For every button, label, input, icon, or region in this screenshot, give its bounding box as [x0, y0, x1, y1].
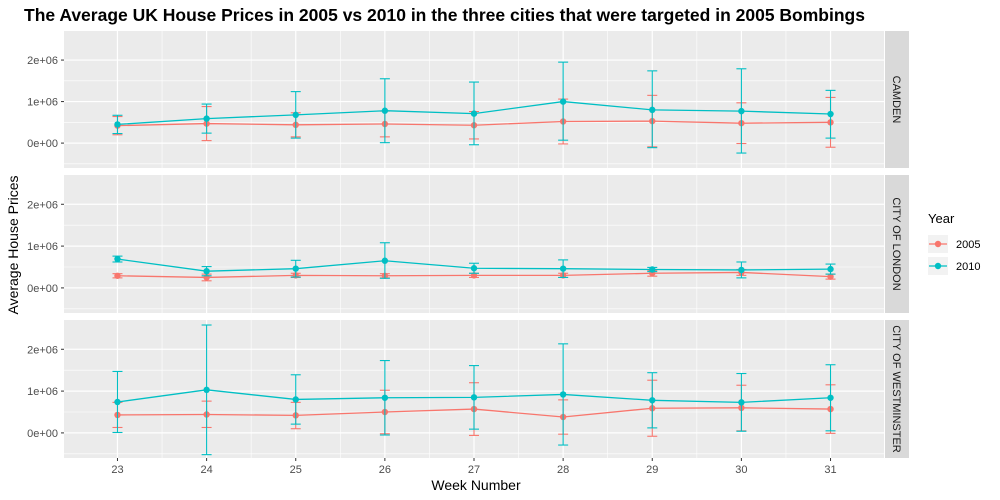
- chart-title: The Average UK House Prices in 2005 vs 2…: [24, 5, 865, 25]
- data-point: [292, 111, 299, 119]
- data-point: [827, 110, 834, 118]
- y-tick-label: 0e+00: [27, 428, 58, 440]
- data-point: [649, 106, 656, 114]
- facet-strip: [885, 175, 909, 313]
- facet-strip-label: CITY OF LONDON: [890, 197, 902, 290]
- legend-key-point: [934, 262, 942, 270]
- x-tick-label: 26: [379, 464, 391, 476]
- panels-layer: 0e+00 1e+06 2e+06 CAMDEN 0e+00 1e+06 2e+06 CITY…: [27, 31, 909, 476]
- facet-panel-1: 0e+00 1e+06 2e+06 CAMDEN: [27, 31, 909, 168]
- data-point: [827, 265, 834, 273]
- data-point: [381, 394, 389, 401]
- facet-strip: [885, 31, 909, 168]
- legend: Year 2005 2010: [928, 211, 980, 275]
- series-2010: [112, 242, 836, 279]
- data-point: [738, 266, 745, 274]
- x-tick-label: 28: [557, 464, 569, 476]
- legend-key-point: [934, 240, 942, 248]
- data-point: [114, 272, 121, 279]
- x-tick-label: 23: [111, 464, 123, 476]
- y-tick-label: 0e+00: [27, 283, 58, 295]
- y-tick-label: 0e+00: [27, 138, 58, 150]
- data-point: [292, 396, 299, 403]
- data-point: [827, 394, 834, 401]
- data-point: [114, 398, 121, 406]
- x-tick-label: 25: [290, 464, 302, 476]
- x-tick-label: 27: [468, 464, 480, 476]
- x-tick-label: 29: [646, 464, 658, 476]
- x-tick-label: 31: [824, 464, 836, 476]
- y-axis-title: Average House Prices: [5, 175, 21, 314]
- legend-label: 2005: [956, 239, 980, 251]
- y-tick-label: 1e+06: [27, 97, 58, 109]
- x-axis: 23 24 25 26 27 28 29 30 31: [111, 458, 837, 476]
- data-point: [381, 257, 389, 264]
- data-point: [203, 267, 210, 275]
- data-point: [292, 265, 299, 272]
- data-point: [470, 265, 478, 272]
- series-2010: [112, 324, 836, 456]
- facet-panel-2: 0e+00 1e+06 2e+06 CITY OF LONDON: [27, 175, 909, 313]
- facet-strip-label: CITY OF WESTMINSTER: [890, 325, 902, 453]
- y-tick-label: 1e+06: [27, 241, 58, 253]
- data-point: [114, 121, 121, 128]
- legend-item-2005: 2005: [928, 235, 980, 253]
- facet-strip: [885, 320, 909, 458]
- data-point: [738, 107, 745, 115]
- data-point: [114, 255, 121, 263]
- x-tick-label: 24: [200, 464, 212, 476]
- legend-title: Year: [928, 211, 955, 226]
- data-point: [470, 110, 478, 117]
- data-point: [649, 397, 656, 404]
- series-2010: [112, 61, 836, 154]
- legend-item-2010: 2010: [928, 257, 980, 275]
- data-point: [559, 98, 567, 105]
- data-point: [203, 115, 210, 122]
- y-tick-label: 1e+06: [27, 386, 58, 398]
- x-tick-label: 30: [735, 464, 747, 476]
- data-point: [738, 399, 745, 406]
- data-point: [827, 273, 834, 280]
- data-point: [203, 386, 210, 394]
- y-tick-label: 2e+06: [27, 344, 58, 356]
- y-tick-label: 2e+06: [27, 199, 58, 211]
- x-axis-title: Week Number: [431, 477, 521, 493]
- data-point: [470, 394, 478, 401]
- data-point: [381, 107, 389, 114]
- facet-panel-3: 0e+00 1e+06 2e+06 CITY OF WESTMINSTER: [27, 320, 909, 458]
- legend-label: 2010: [956, 261, 980, 273]
- data-point: [559, 391, 567, 398]
- data-point: [649, 266, 656, 273]
- data-point: [559, 265, 567, 272]
- facet-strip-label: CAMDEN: [890, 76, 902, 124]
- y-tick-label: 2e+06: [27, 55, 58, 67]
